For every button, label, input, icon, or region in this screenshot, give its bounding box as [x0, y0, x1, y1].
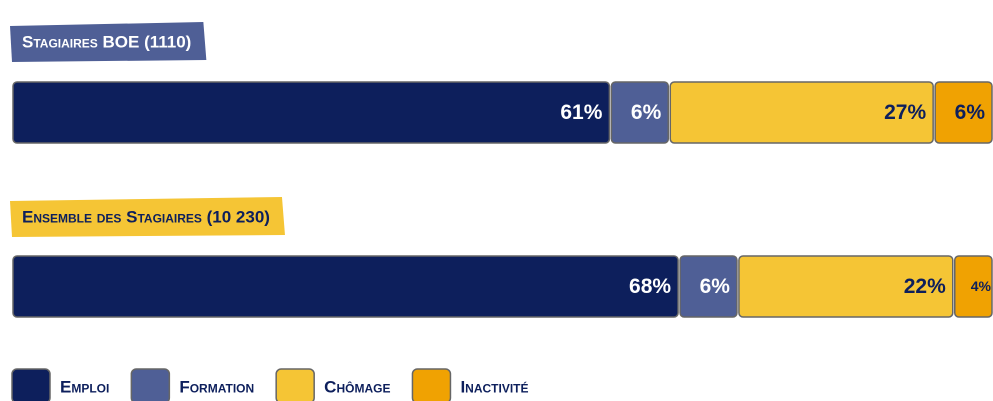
legend-swatch: [11, 368, 51, 401]
legend-swatch: [411, 368, 452, 401]
value-label: 6%: [700, 275, 731, 298]
value-label: 61%: [560, 101, 602, 124]
bar-segment: [12, 255, 679, 318]
value-label: 6%: [955, 101, 986, 124]
bar-segment: [934, 81, 993, 144]
category-tag: [10, 22, 207, 62]
value-label: 4%: [971, 278, 992, 294]
bar-segment: [954, 255, 993, 318]
legend-label: Inactivité: [460, 377, 528, 396]
legend-swatch: [275, 368, 315, 401]
value-label: 68%: [629, 275, 671, 298]
legend-label: Emploi: [60, 377, 109, 396]
value-label: 22%: [904, 275, 946, 298]
value-label: 27%: [884, 101, 926, 124]
category-label: Stagiaires BOE (1110): [22, 32, 191, 51]
category-label: Ensemble des Stagiaires (10 230): [22, 207, 270, 226]
value-label: 6%: [631, 101, 662, 124]
legend-label: Formation: [179, 377, 254, 396]
bar-segment: [738, 255, 954, 318]
bar-segment: [669, 81, 934, 144]
category-tag: [10, 197, 285, 237]
bar-segment: [679, 255, 738, 318]
bar-segment: [610, 81, 670, 144]
bar-segment: [12, 81, 611, 144]
legend-label: Chômage: [324, 377, 390, 396]
legend-swatch: [130, 368, 171, 401]
